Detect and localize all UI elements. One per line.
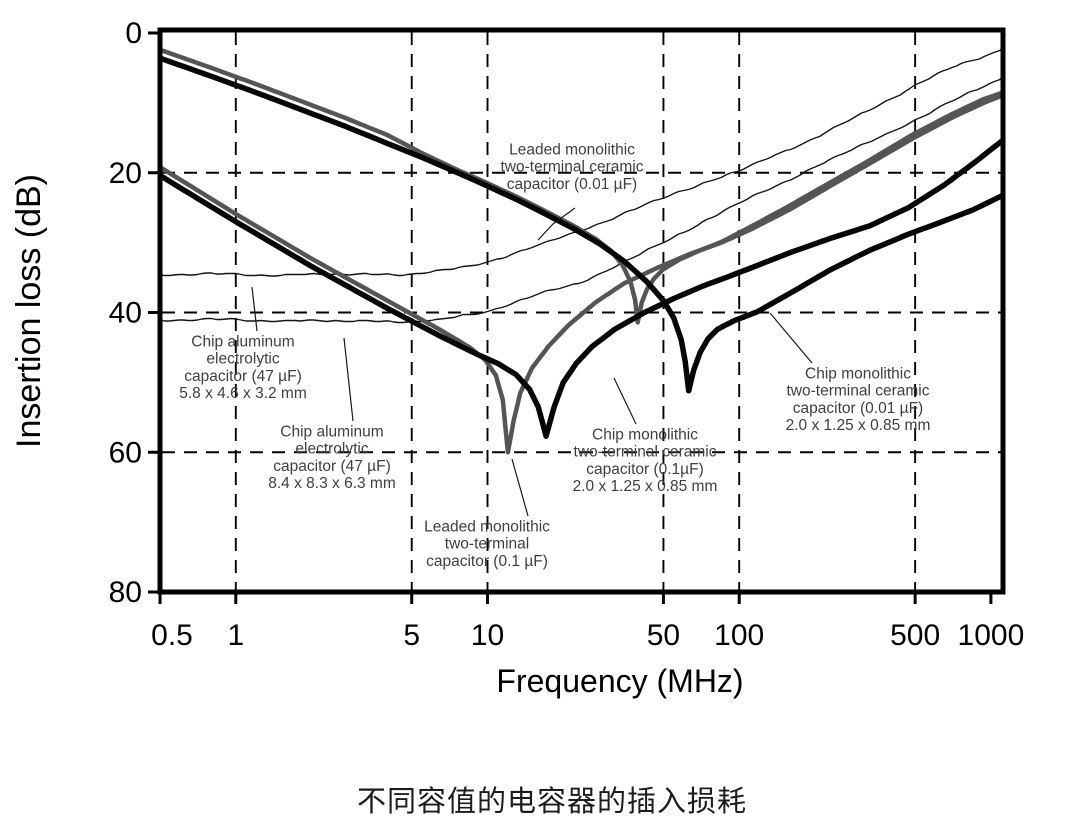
annotation-leader-line [343,337,354,422]
plot-border [157,27,1006,595]
y-tick-label: 80 [109,576,142,609]
annotation-chip-aluminum-electrolytic-47uF-8.4mm: Chip aluminum electrolytic capacitor (47 µ… [268,424,396,493]
annotation-leader-line [613,377,637,425]
curve-leaded-monolithic-0.1uF [162,93,1001,455]
figure-caption: 不同容值的电容器的插入损耗 [0,778,1080,819]
y-tick-label: 0 [125,17,142,50]
figure-caption-text: 不同容值的电容器的插入损耗 [356,786,747,818]
curve-chip-monolithic-ceramic-0.01uF [162,55,1001,394]
annotation-chip-monolithic-ceramic-0.1uF: Chip monolithic two-terminal ceramic capac… [573,427,718,496]
annotation-leaded-monolithic-ceramic-0.01uF: Leaded monolithic two-terminal ceramic cap… [501,142,644,193]
x-tick-label: 50 [647,619,680,652]
annotation-chip-monolithic-ceramic-0.01uF: Chip monolithic two-terminal ceramic capac… [786,366,931,435]
curve-chip-aluminum-electrolytic-47uF-8.4mm [162,77,1001,324]
y-tick-label: 40 [109,297,142,330]
annotation-leader-line [769,312,813,364]
x-tick-label: 500 [890,619,940,652]
x-tick-label: 0.5 [151,619,193,652]
y-tick-label: 60 [109,436,142,469]
y-axis-title: Insertion loss (dB) [10,174,48,448]
x-tick-label: 10 [471,619,504,652]
x-tick-label: 1 [227,619,244,652]
curve-chip-monolithic-ceramic-0.1uF [162,138,1001,439]
annotation-leader-line [511,458,529,517]
annotation-chip-aluminum-electrolytic-47uF-5.8mm: Chip aluminum electrolytic capacitor (47 µ… [179,334,307,403]
x-tick-label: 5 [403,619,420,652]
annotation-leader-line [251,286,258,332]
annotation-leader-line [537,207,576,241]
y-tick-label: 20 [109,157,142,190]
annotation-leaded-monolithic-0.1uF: Leaded monolithic two-terminal capacitor (… [424,519,550,570]
x-tick-label: 1000 [958,619,1025,652]
x-axis-title: Frequency (MHz) [496,663,743,699]
x-tick-label: 100 [714,619,764,652]
